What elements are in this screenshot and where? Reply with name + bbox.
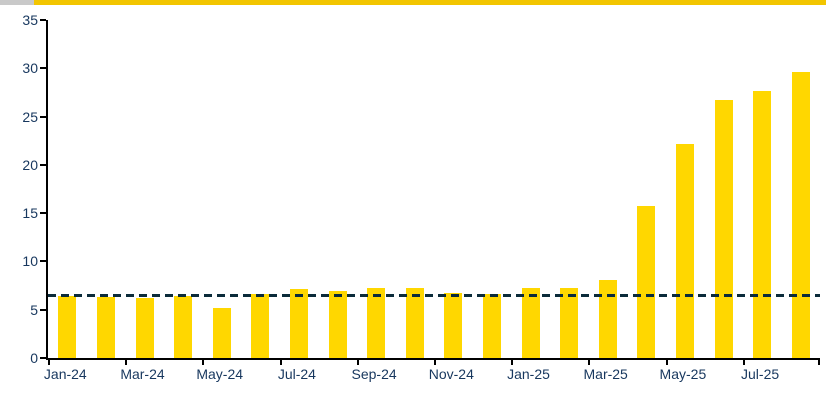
y-axis-tick-label: 25 [22, 108, 38, 125]
bar-Apr-25 [637, 206, 656, 358]
x-axis-tick-mark [434, 360, 436, 365]
x-axis-tick-mark [588, 360, 591, 365]
x-axis-tick-mark [742, 360, 745, 365]
bar-Jan-25 [521, 287, 540, 358]
x-axis-tick-mark [665, 360, 668, 365]
bar-Nov-24 [444, 293, 463, 358]
bar-Jun-25 [714, 100, 733, 358]
x-axis-tick-mark [356, 360, 359, 365]
top-strip-gray-segment [0, 0, 34, 5]
plot-area [40, 19, 820, 365]
bar-Dec-24 [482, 294, 501, 358]
y-axis-tick-mark [40, 115, 46, 118]
x-axis-tick-label: Mar-24 [120, 366, 165, 382]
bar-Aug-24 [328, 291, 347, 358]
y-axis-tick-mark [40, 212, 46, 215]
x-axis-tick-label: Jan-24 [43, 366, 87, 382]
bar-Mar-25 [598, 279, 617, 358]
bar-Oct-24 [405, 287, 424, 358]
y-axis-tick-mark [40, 19, 46, 21]
bar-Jun-24 [251, 294, 270, 358]
y-axis: 0 5 10 15 20 25 30 35 [0, 12, 38, 366]
x-axis-tick-mark [818, 360, 820, 365]
x-axis-tick-label: Jul-24 [277, 366, 316, 382]
bar-Jul-25 [753, 91, 772, 358]
y-axis-tick-label: 15 [22, 205, 38, 222]
bar-Feb-25 [560, 288, 579, 358]
bar-May-25 [675, 143, 694, 358]
x-axis-tick-mark [511, 360, 514, 365]
y-axis-tick-mark [40, 308, 46, 311]
y-axis-tick-label: 0 [30, 350, 38, 366]
x-axis-tick-mark [279, 360, 282, 365]
x-axis-tick-label: Mar-25 [583, 366, 628, 382]
top-accent-strip [0, 0, 826, 5]
bar-Jul-24 [289, 289, 308, 358]
y-axis-tick-label: 30 [22, 60, 38, 77]
top-strip-gold-segment [34, 0, 826, 5]
x-axis-tick-label: May-24 [196, 366, 244, 382]
y-axis-tick-label: 20 [22, 156, 38, 173]
reference-line [48, 293, 820, 297]
x-axis-tick-mark [125, 360, 128, 365]
x-axis-tick-mark [48, 360, 50, 365]
x-axis-tick-label: Jan-25 [507, 366, 550, 382]
y-axis-tick-label: 10 [22, 253, 38, 270]
y-axis-tick-mark [40, 260, 46, 263]
bar-May-24 [212, 307, 231, 358]
x-axis-tick-label: Nov-24 [428, 366, 474, 382]
y-axis-tick-label: 35 [22, 12, 38, 28]
x-axis-tick-mark [202, 360, 205, 365]
y-axis-tick-mark [40, 163, 46, 166]
y-axis-tick-mark [40, 67, 46, 70]
x-axis-tick-label: May-25 [659, 366, 707, 382]
bar-Sep-24 [367, 288, 386, 358]
x-axis-tick-label: Jul-25 [741, 366, 780, 382]
bar-Feb-24 [96, 297, 115, 358]
bar-Aug-25 [791, 72, 810, 358]
x-axis-tick-label: Sep-24 [351, 366, 397, 382]
y-axis-tick-label: 5 [30, 301, 38, 318]
bar-Mar-24 [135, 298, 154, 358]
y-axis-tick-mark [40, 357, 46, 359]
x-axis: Jan-24 Mar-24 May-24 Jul-24 Sep-24 Nov-24 Jan-… [44, 364, 818, 384]
bar-Jan-24 [58, 296, 77, 358]
bar-Apr-24 [174, 296, 193, 358]
